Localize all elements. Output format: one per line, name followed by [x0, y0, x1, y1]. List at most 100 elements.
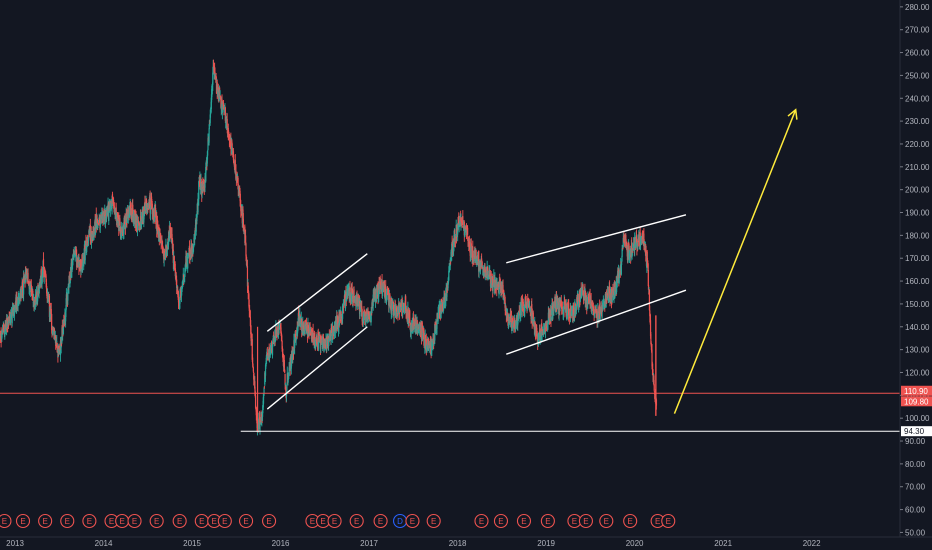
- event-marker-label[interactable]: E: [320, 517, 325, 526]
- event-marker-label[interactable]: E: [431, 517, 436, 526]
- price-label-text: 110.90: [904, 387, 928, 396]
- y-tick-label: 150.00: [905, 300, 930, 309]
- candle-body: [16, 295, 18, 306]
- candle-body: [56, 341, 58, 342]
- event-marker-circle[interactable]: [661, 513, 676, 529]
- event-marker-label[interactable]: E: [521, 517, 526, 526]
- event-marker-circle[interactable]: [474, 513, 489, 529]
- candle-body: [212, 72, 214, 85]
- event-marker-label[interactable]: E: [199, 517, 204, 526]
- event-marker-label[interactable]: E: [154, 517, 159, 526]
- candle-body: [117, 213, 119, 221]
- event-marker-label[interactable]: E: [572, 517, 577, 526]
- event-marker-label[interactable]: E: [87, 517, 92, 526]
- candle-body: [620, 264, 623, 275]
- trend-channel-line[interactable]: [506, 289, 687, 355]
- y-tick-label: 190.00: [905, 209, 930, 218]
- event-marker-circle[interactable]: [349, 513, 364, 529]
- trend-channel-line[interactable]: [266, 253, 368, 332]
- event-marker-label[interactable]: E: [222, 517, 227, 526]
- candle-body: [278, 328, 280, 330]
- candle-body: [207, 150, 209, 156]
- event-marker-label[interactable]: E: [332, 517, 337, 526]
- event-marker-circle[interactable]: [262, 513, 277, 529]
- trend-channel-line[interactable]: [506, 214, 687, 264]
- event-marker-label[interactable]: E: [177, 517, 182, 526]
- event-marker-circle[interactable]: [516, 513, 532, 529]
- event-marker-circle[interactable]: [405, 513, 420, 529]
- event-marker-circle[interactable]: [599, 513, 614, 529]
- event-marker-label[interactable]: E: [498, 517, 503, 526]
- projection-arrow-head[interactable]: [787, 108, 798, 120]
- event-marker-label[interactable]: E: [655, 517, 660, 526]
- candle-body: [614, 287, 617, 290]
- candle-body: [469, 243, 472, 255]
- candle-body: [251, 339, 253, 360]
- candle-body: [176, 279, 178, 288]
- event-marker-label[interactable]: E: [354, 517, 359, 526]
- candle-body: [263, 396, 265, 398]
- candle-body: [492, 280, 495, 287]
- event-marker-label[interactable]: E: [132, 517, 137, 526]
- candle-body: [602, 302, 604, 310]
- drawings-layer[interactable]: [266, 108, 798, 414]
- event-marker-circle[interactable]: [327, 513, 342, 529]
- candle-body: [475, 249, 477, 259]
- event-marker-circle[interactable]: [493, 513, 509, 529]
- event-marker-circle[interactable]: [239, 513, 254, 529]
- event-marker-circle[interactable]: [172, 513, 187, 529]
- event-marker-circle[interactable]: [540, 513, 555, 529]
- event-marker-circle[interactable]: [149, 513, 164, 529]
- candle-body: [394, 304, 396, 313]
- candle-body: [273, 339, 275, 343]
- event-marker-circle[interactable]: [578, 513, 593, 529]
- candle-body: [650, 334, 652, 345]
- x-axis[interactable]: 2013 2014 2015 2016 2017 2018 2019 2020 2021 2022: [0, 536, 932, 550]
- candle-body: [552, 308, 554, 319]
- candle-body: [445, 288, 447, 301]
- event-marker-label[interactable]: E: [42, 517, 47, 526]
- event-marker-label[interactable]: E: [119, 517, 124, 526]
- candle-body: [634, 237, 636, 250]
- event-marker-label[interactable]: E: [20, 517, 25, 526]
- event-marker-label[interactable]: E: [310, 517, 315, 526]
- candle-body: [285, 386, 287, 392]
- event-marker-circle[interactable]: [15, 513, 31, 529]
- event-marker-label[interactable]: E: [583, 517, 588, 526]
- event-marker-label[interactable]: E: [243, 517, 248, 526]
- event-marker-label[interactable]: E: [479, 517, 484, 526]
- event-marker-label[interactable]: E: [65, 517, 70, 526]
- candle-body: [436, 313, 438, 329]
- event-marker-label[interactable]: E: [628, 517, 633, 526]
- event-marker-circle[interactable]: [373, 513, 388, 529]
- event-marker-circle[interactable]: [217, 513, 232, 529]
- trend-channel-line[interactable]: [266, 326, 368, 410]
- candle-body: [522, 301, 524, 311]
- event-marker-label[interactable]: E: [666, 517, 671, 526]
- event-marker-label[interactable]: E: [266, 517, 271, 526]
- event-marker-label[interactable]: E: [604, 517, 609, 526]
- event-marker-circle[interactable]: [60, 513, 75, 529]
- candle-body: [450, 261, 452, 263]
- candle-body: [60, 343, 63, 345]
- projection-arrow-line[interactable]: [673, 109, 797, 414]
- y-axis[interactable]: 50.00 60.00 70.00 80.00 90.00 100.00 110.00 120…: [899, 0, 932, 550]
- event-marker-circle[interactable]: [127, 513, 142, 529]
- event-marker-circle[interactable]: [0, 513, 12, 529]
- y-tick-label: 250.00: [905, 71, 930, 80]
- event-marker-label[interactable]: E: [410, 517, 415, 526]
- candle-body: [423, 337, 425, 345]
- event-marker-label[interactable]: E: [545, 517, 550, 526]
- candle-body: [0, 333, 2, 342]
- event-marker-circle[interactable]: [426, 513, 441, 529]
- event-marker-circle[interactable]: [82, 513, 97, 529]
- event-marker-label[interactable]: E: [212, 517, 217, 526]
- event-marker-circle[interactable]: [38, 513, 53, 529]
- event-marker-label[interactable]: D: [397, 517, 403, 526]
- event-marker-label[interactable]: E: [2, 517, 7, 526]
- event-marker-label[interactable]: E: [378, 517, 383, 526]
- event-marker-circle[interactable]: [623, 513, 638, 529]
- event-marker-label[interactable]: E: [109, 517, 114, 526]
